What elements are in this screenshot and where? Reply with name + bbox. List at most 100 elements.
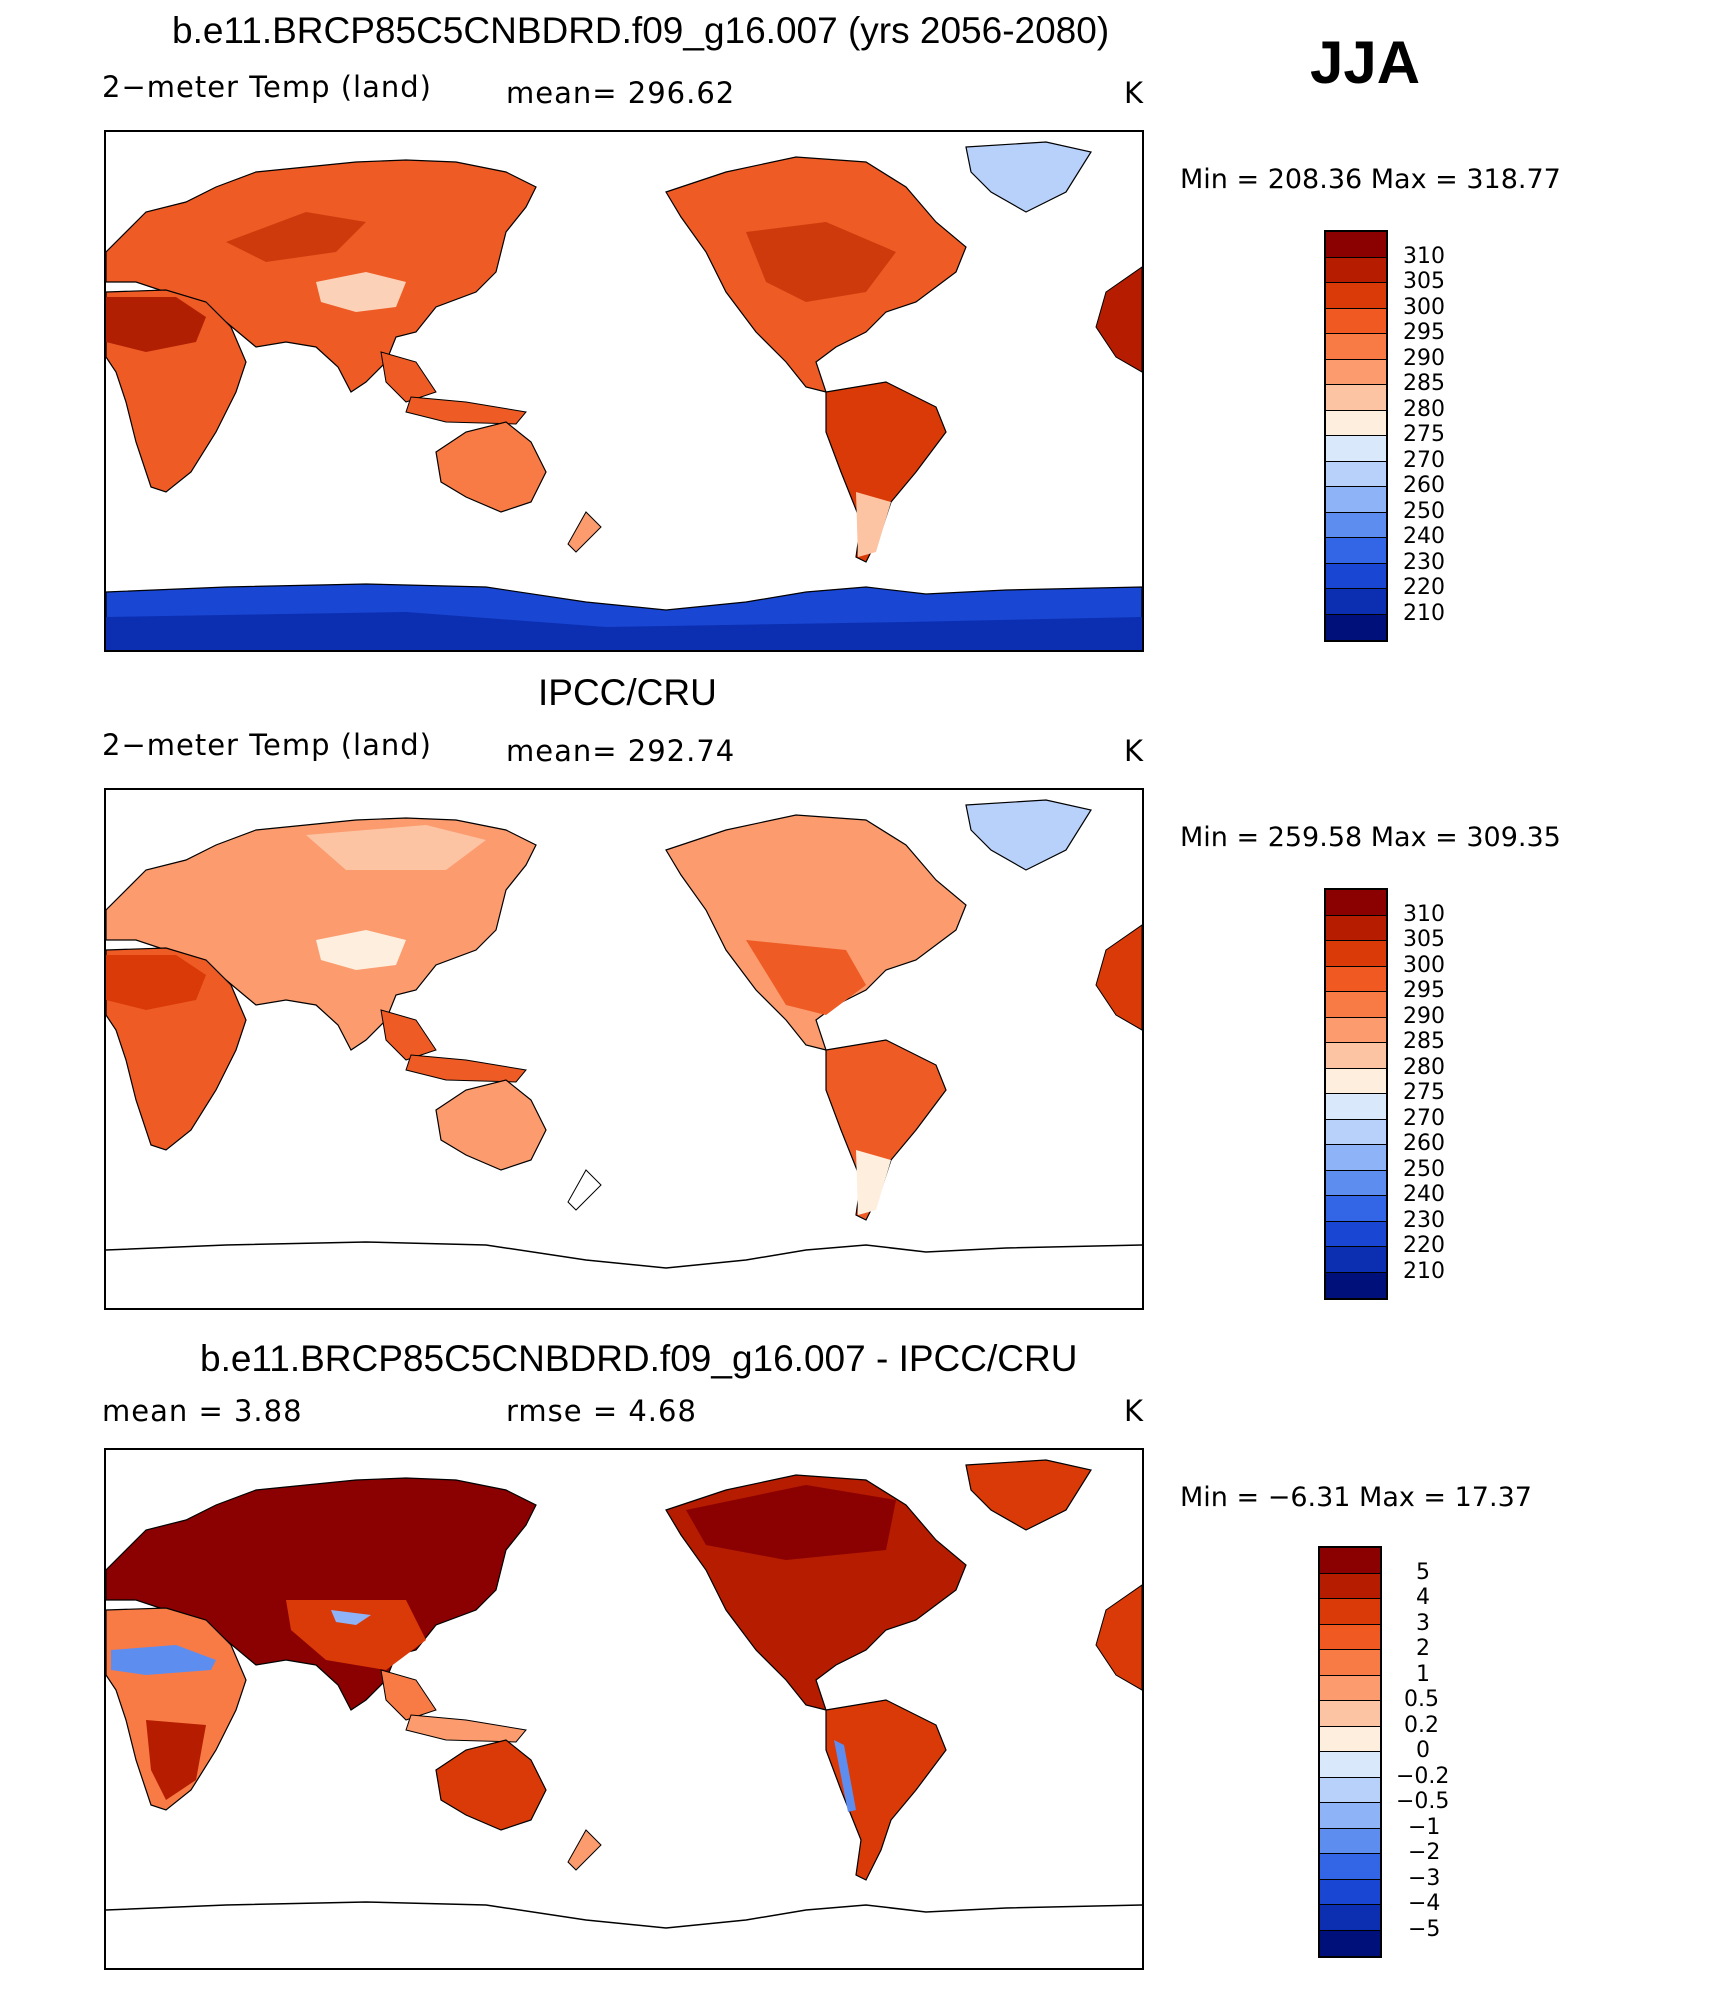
- colorbar-swatch: [1326, 410, 1386, 436]
- andes-blue-line: [834, 1740, 856, 1812]
- panel-2-cb-label: 230: [1403, 1208, 1445, 1233]
- australia-landmass: [435, 421, 547, 513]
- south-america-landmass: [825, 1039, 947, 1221]
- panel-3-cb-label: −0.5: [1396, 1789, 1450, 1814]
- panel-2-cb-label: 300: [1403, 953, 1445, 978]
- colorbar-swatch: [1326, 1221, 1386, 1247]
- panel-1-cb-label: 240: [1403, 524, 1445, 549]
- panel-2-cb-label: 270: [1403, 1106, 1445, 1131]
- colorbar-swatch: [1320, 1930, 1380, 1956]
- south-asia-mixed: [286, 1600, 426, 1670]
- colorbar-swatch: [1320, 1701, 1380, 1727]
- panel-2-cb-label: 240: [1403, 1182, 1445, 1207]
- indonesia-islands: [405, 1054, 527, 1083]
- colorbar-swatch: [1320, 1650, 1380, 1676]
- panel-1-cb-label: 300: [1403, 295, 1445, 320]
- panel-3-cb-label: −5: [1408, 1917, 1441, 1942]
- panel-1-cb-label: 260: [1403, 473, 1445, 498]
- sahel-blue-band: [111, 1645, 216, 1675]
- panel-1-title: b.e11.BRCP85C5CNBDRD.f09_g16.007 (yrs 20…: [172, 10, 1110, 51]
- colorbar-swatch: [1326, 334, 1386, 360]
- panel-2-cb-label: 305: [1403, 927, 1445, 952]
- panel-3-cb-label: −3: [1408, 1866, 1441, 1891]
- panel-1-cb-label: 230: [1403, 550, 1445, 575]
- colorbar-swatch: [1326, 232, 1386, 258]
- north-america-deep: [686, 1485, 896, 1560]
- southeast-asia: [380, 351, 437, 403]
- panel-3-cb-label: −4: [1408, 1891, 1441, 1916]
- panel-3-cb-label: 0.2: [1404, 1713, 1439, 1738]
- colorbar-swatch: [1320, 1726, 1380, 1752]
- panel-2-cb-label: 280: [1403, 1055, 1445, 1080]
- colorbar-swatch: [1326, 308, 1386, 334]
- panel-1-mean-label: mean= 296.62: [506, 76, 736, 110]
- colorbar-swatch: [1326, 257, 1386, 283]
- indonesia-islands: [405, 396, 527, 425]
- panel-3-map-svg: [106, 1459, 1142, 1929]
- panel-3-cb-label: 5: [1416, 1560, 1430, 1585]
- colorbar-swatch: [1320, 1777, 1380, 1803]
- colorbar-swatch: [1326, 614, 1386, 640]
- colorbar-swatch: [1326, 1068, 1386, 1094]
- panel-2-colorbar: [1324, 888, 1388, 1300]
- siberia-dark: [226, 212, 366, 262]
- colorbar-swatch: [1320, 1675, 1380, 1701]
- panel-3-map: [104, 1448, 1144, 1970]
- colorbar-swatch: [1326, 941, 1386, 967]
- colorbar-swatch: [1326, 538, 1386, 564]
- panel-3-cb-label: 0.5: [1404, 1687, 1439, 1712]
- colorbar-swatch: [1320, 1803, 1380, 1829]
- panel-1-cb-label: 310: [1403, 244, 1445, 269]
- colorbar-swatch: [1326, 1094, 1386, 1120]
- colorbar-swatch: [1320, 1879, 1380, 1905]
- southern-africa-dark: [146, 1720, 206, 1800]
- colorbar-swatch: [1320, 1752, 1380, 1778]
- siberia-light: [306, 825, 486, 870]
- colorbar-swatch: [1326, 385, 1386, 411]
- australia-landmass: [435, 1739, 547, 1831]
- colorbar-swatch: [1320, 1854, 1380, 1880]
- panel-1-cb-label: 210: [1403, 601, 1445, 626]
- north-america-landmass: [665, 814, 967, 1051]
- panel-3-rmse-label: rmse = 4.68: [506, 1394, 697, 1428]
- north-america-dark: [746, 222, 896, 302]
- colorbar-swatch: [1326, 1272, 1386, 1298]
- colorbar-swatch: [1326, 966, 1386, 992]
- colorbar-swatch: [1326, 1145, 1386, 1171]
- panel-3-cb-label: −0.2: [1396, 1764, 1450, 1789]
- west-africa-edge: [1095, 924, 1142, 1031]
- colorbar-swatch: [1326, 283, 1386, 309]
- panel-2-cb-label: 260: [1403, 1131, 1445, 1156]
- panel-3-cb-label: 2: [1416, 1636, 1430, 1661]
- sahara-dark: [106, 955, 206, 1010]
- colorbar-swatch: [1320, 1624, 1380, 1650]
- west-africa-edge: [1095, 1584, 1142, 1691]
- west-africa-edge: [1095, 266, 1142, 373]
- panel-2-cb-label: 210: [1403, 1259, 1445, 1284]
- new-zealand: [567, 511, 602, 553]
- greenland: [965, 141, 1092, 213]
- panel-2-cb-label: 275: [1403, 1080, 1445, 1105]
- panel-1-variable-label: 2−meter Temp (land): [102, 70, 432, 104]
- colorbar-swatch: [1326, 461, 1386, 487]
- panel-1-map-svg: [106, 141, 1142, 650]
- panel-1-cb-label: 275: [1403, 422, 1445, 447]
- sahara-dark: [106, 297, 206, 352]
- panel-3-minmax: Min = −6.31 Max = 17.37: [1180, 1482, 1532, 1513]
- panel-1-cb-label: 220: [1403, 575, 1445, 600]
- tibet-plateau: [316, 930, 406, 970]
- panel-3-cb-label: −1: [1408, 1815, 1441, 1840]
- antarctica-deep: [106, 612, 1142, 650]
- colorbar-swatch: [1326, 563, 1386, 589]
- panel-1-cb-label: 290: [1403, 346, 1445, 371]
- panel-2-title: IPCC/CRU: [538, 672, 717, 713]
- southeast-asia: [380, 1009, 437, 1061]
- indonesia-islands: [405, 1714, 527, 1743]
- colorbar-swatch: [1320, 1548, 1380, 1574]
- panel-3-unit-label: K: [1124, 1394, 1145, 1428]
- panel-1-cb-label: 250: [1403, 499, 1445, 524]
- panel-1-cb-label: 305: [1403, 269, 1445, 294]
- colorbar-swatch: [1326, 915, 1386, 941]
- new-zealand: [567, 1169, 602, 1211]
- panel-1-cb-label: 270: [1403, 448, 1445, 473]
